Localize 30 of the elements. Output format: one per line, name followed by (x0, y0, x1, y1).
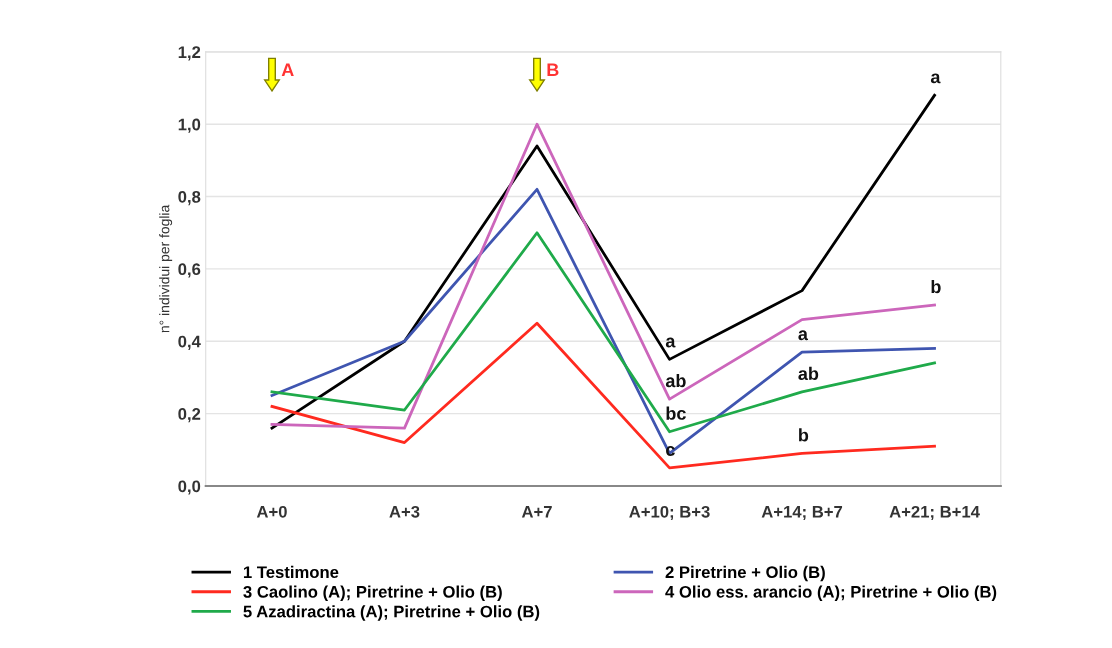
annotation: bc (666, 406, 686, 420)
legend-label: 1 Testimone (243, 565, 339, 579)
legend-label: 2 Piretrine + Olio (B) (665, 565, 825, 582)
annotation: ab (798, 366, 819, 381)
y-tick-label: 0,2 (178, 408, 201, 423)
x-tick-label: A+10; B+3 (629, 505, 710, 521)
y-axis-title: n° individui per foglia (159, 204, 173, 333)
x-tick-label: A+0 (256, 505, 287, 518)
annotation: a (930, 73, 941, 84)
legend-label: 5 Azadiractina (A); Piretrine + Olio (B) (243, 605, 540, 621)
ref-line-label: B (547, 63, 559, 77)
annotation: b (799, 428, 809, 442)
annotation: b (931, 279, 941, 294)
x-tick-label: A+7 (521, 506, 552, 518)
y-tick-label: 1,2 (178, 46, 201, 61)
annotation: ab (665, 374, 686, 388)
y-tick-label: 1,0 (178, 118, 201, 133)
legend-label: 4 Olio ess. arancio (A); Piretrine + Olio (B) (665, 585, 997, 602)
x-tick-label: A+3 (389, 505, 420, 518)
y-tick-label: 0,8 (178, 190, 201, 206)
x-tick-label: A+14; B+7 (761, 506, 843, 521)
legend-label: 3 Caolino (A); Piretrine + Olio (B) (243, 585, 502, 602)
y-tick-label: 0,4 (178, 335, 201, 350)
x-tick-label: A+21; B+14 (889, 505, 980, 521)
annotation: a (798, 330, 809, 341)
line-series (270, 321, 936, 470)
y-tick-label: 0,0 (178, 480, 201, 495)
ref-line-label: A (281, 63, 294, 77)
annotation: a (665, 337, 676, 348)
y-tick-label: 0,6 (178, 263, 201, 278)
